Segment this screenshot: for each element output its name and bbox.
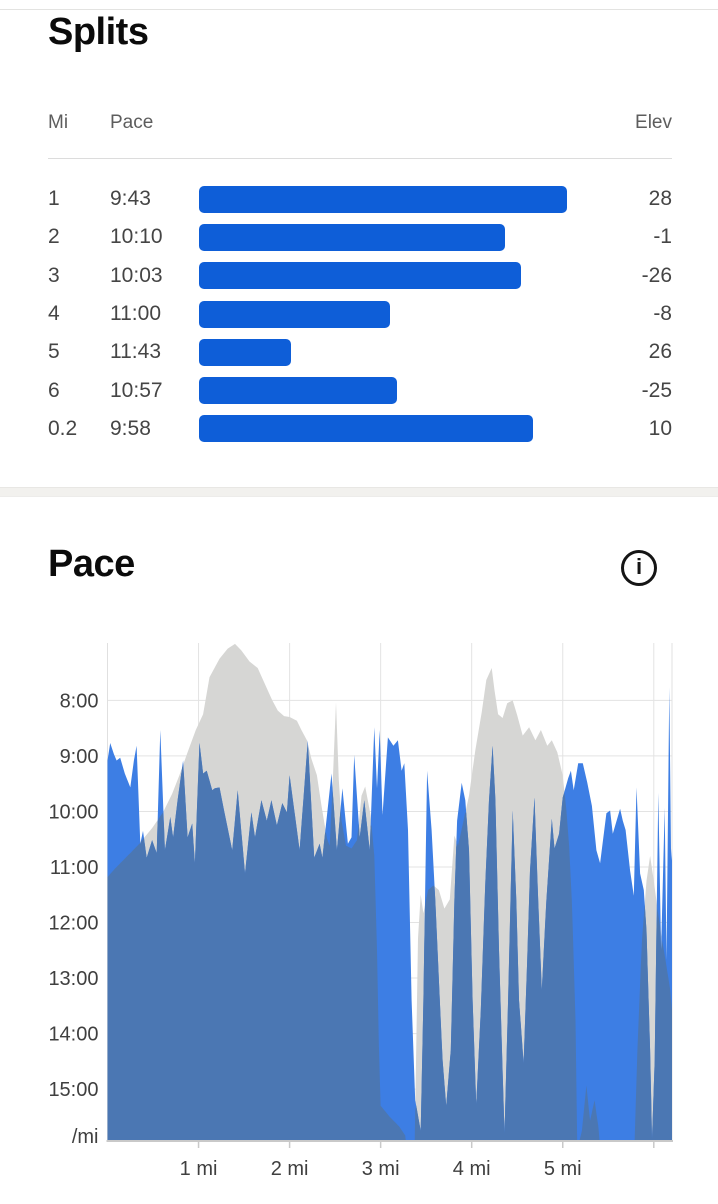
x-tick-label: 2 mi <box>271 1158 309 1180</box>
table-header-divider <box>48 158 672 159</box>
split-mile: 6 <box>48 378 60 402</box>
split-elevation: -26 <box>641 263 672 287</box>
y-tick-label: 9:00 <box>60 746 99 768</box>
y-tick-label: 12:00 <box>48 913 98 935</box>
x-tick-label: 3 mi <box>362 1158 400 1180</box>
x-tick-label: 1 mi <box>180 1158 218 1180</box>
split-bar-track <box>199 262 606 290</box>
table-row: 5 11:43 26 <box>48 333 672 371</box>
pace-title: Pace <box>48 543 135 585</box>
y-tick-label: 10:00 <box>48 801 98 823</box>
split-mile: 5 <box>48 340 60 364</box>
split-pace: 11:00 <box>110 302 161 326</box>
split-mile: 4 <box>48 302 60 326</box>
pace-chart[interactable]: 8:00 9:00 10:00 11:00 12:00 13:00 14:00 15:00/m… <box>0 630 718 1199</box>
x-tick-label: 4 mi <box>453 1158 491 1180</box>
split-bar-track <box>199 377 606 405</box>
column-header-mi: Mi <box>48 112 69 133</box>
splits-section: Splits <box>0 10 718 54</box>
table-row: 6 10:57 -25 <box>48 371 672 409</box>
y-axis-unit-label: /mi <box>72 1126 99 1148</box>
section-separator <box>0 487 718 497</box>
info-button[interactable]: i <box>621 550 657 586</box>
table-row: 1 9:43 28 <box>48 180 672 218</box>
table-row: 3 10:03 -26 <box>48 257 672 295</box>
split-mile: 3 <box>48 263 60 287</box>
column-header-spacer <box>199 112 606 134</box>
split-elevation: -1 <box>653 225 672 249</box>
split-pace-bar <box>199 338 291 366</box>
split-mile: 0.2 <box>48 416 78 440</box>
split-bar-track <box>199 223 606 251</box>
split-bar-track <box>199 300 606 328</box>
split-pace: 9:43 <box>110 187 151 211</box>
split-elevation: -25 <box>641 378 672 402</box>
split-pace-bar <box>199 262 521 290</box>
table-row: 0.2 9:58 10 <box>48 410 672 448</box>
split-elevation: 28 <box>648 187 672 211</box>
y-tick-label: 15:00 <box>48 1079 98 1101</box>
split-pace: 9:58 <box>110 416 151 440</box>
split-pace: 11:43 <box>110 340 161 364</box>
split-pace: 10:03 <box>110 263 163 287</box>
info-icon: i <box>635 554 643 579</box>
top-divider <box>0 9 718 10</box>
y-tick-label: 8:00 <box>60 690 99 712</box>
table-row: 2 10:10 -1 <box>48 218 672 256</box>
y-tick-label: 11:00 <box>50 857 99 879</box>
splits-table-body: 1 9:43 28 2 10:10 -1 3 10:03 -26 4 11:00 -8 5 11:43 26… <box>48 180 672 448</box>
split-mile: 1 <box>48 187 60 211</box>
split-bar-track <box>199 415 606 443</box>
column-header-elev: Elev <box>635 112 672 133</box>
y-tick-label: 14:00 <box>48 1024 98 1046</box>
pace-area-chart[interactable]: 8:00 9:00 10:00 11:00 12:00 13:00 14:00 15:00/m… <box>0 630 718 1199</box>
split-bar-track <box>199 338 606 366</box>
split-pace-bar <box>199 223 505 251</box>
split-elevation: 26 <box>648 340 672 364</box>
split-pace-bar <box>199 300 390 328</box>
x-tick-label: 5 mi <box>544 1158 582 1180</box>
splits-table-header: Mi Pace Elev <box>48 112 672 134</box>
split-pace: 10:10 <box>110 225 163 249</box>
split-pace-bar <box>199 415 533 443</box>
split-pace-bar <box>199 377 397 405</box>
split-elevation: -8 <box>653 302 672 326</box>
splits-title: Splits <box>48 11 149 53</box>
split-bar-track <box>199 185 606 213</box>
split-mile: 2 <box>48 225 60 249</box>
split-pace: 10:57 <box>110 378 163 402</box>
split-elevation: 10 <box>648 416 672 440</box>
pace-over-elevation-area <box>107 743 672 1140</box>
y-tick-label: 13:00 <box>48 968 98 990</box>
column-header-pace: Pace <box>110 112 154 133</box>
split-pace-bar <box>199 185 567 213</box>
table-row: 4 11:00 -8 <box>48 295 672 333</box>
pace-section-header: Pace <box>0 543 718 594</box>
